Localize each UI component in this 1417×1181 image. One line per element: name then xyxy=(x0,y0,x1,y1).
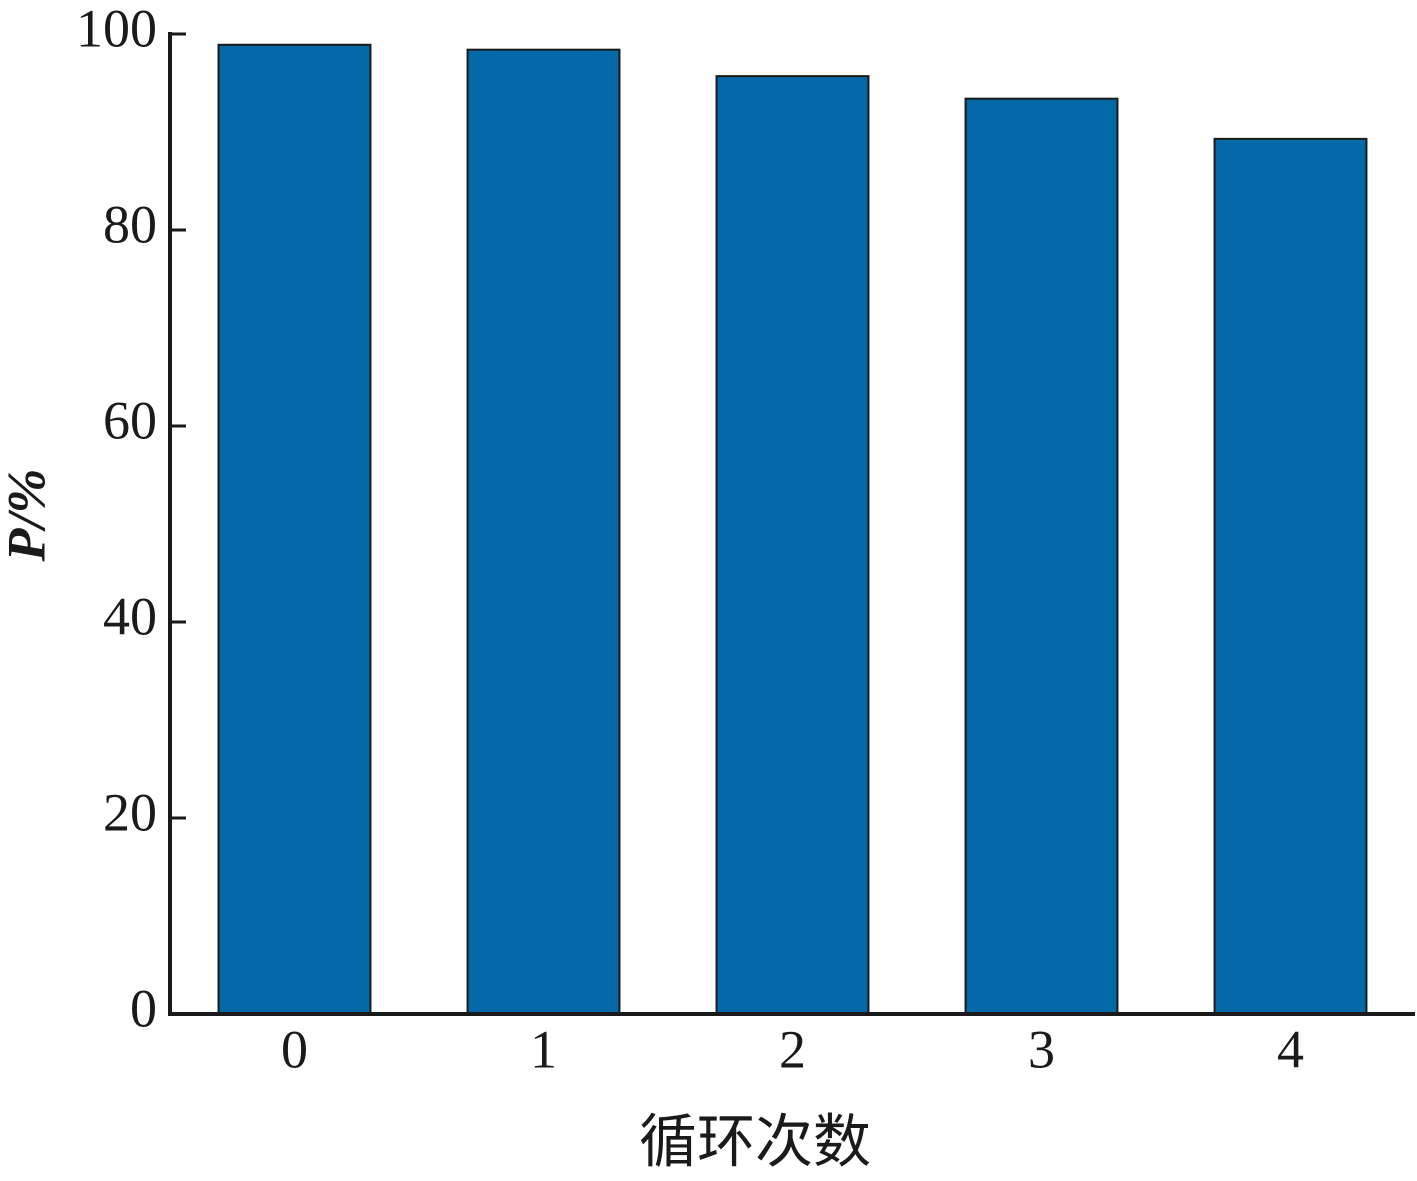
y-tick-label: 20 xyxy=(103,782,157,842)
y-tick-label: 100 xyxy=(76,0,157,58)
bar xyxy=(715,75,870,1015)
y-tick-label: 60 xyxy=(103,390,157,450)
x-axis-label: 循环次数 xyxy=(639,1109,871,1174)
y-tick-label: 0 xyxy=(130,978,157,1038)
bar xyxy=(217,43,372,1015)
y-axis-label: P/% xyxy=(0,469,56,563)
x-tick-label: 4 xyxy=(1277,1019,1304,1079)
bar xyxy=(964,97,1119,1016)
y-tick-label: 40 xyxy=(103,586,157,646)
y-tick-label: 80 xyxy=(103,194,157,254)
bar xyxy=(466,48,621,1016)
x-tick-label: 0 xyxy=(281,1019,308,1079)
bar xyxy=(1213,137,1368,1016)
x-tick-label: 2 xyxy=(779,1019,806,1079)
x-tick-label: 1 xyxy=(530,1019,557,1079)
x-tick-label: 3 xyxy=(1028,1019,1055,1079)
